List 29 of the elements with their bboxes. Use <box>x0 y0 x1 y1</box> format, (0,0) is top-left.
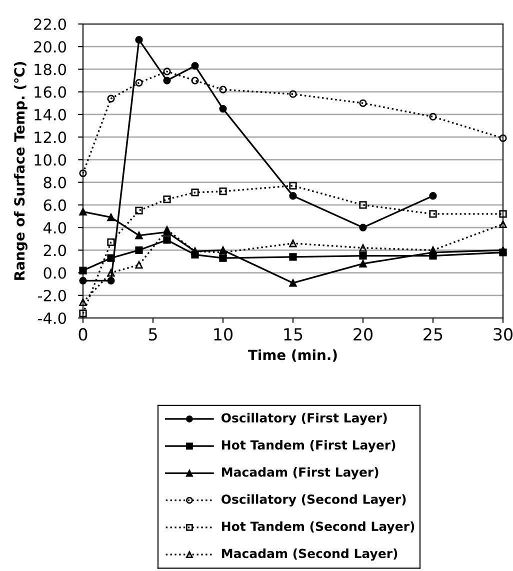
legend-label: Oscillatory (Second Layer) <box>222 494 406 506</box>
legend-label: Macadam (First Layer) <box>222 467 378 480</box>
y-tick-label: 2.0 <box>44 244 66 256</box>
y-tick-label: 4.0 <box>43 222 66 234</box>
legend-label: Oscillatory (First Layer) <box>222 412 387 426</box>
legend-label: Hot Tandem (First Layer) <box>222 440 396 452</box>
y-axis-title: Range of Surface Temp. (℃) <box>14 62 28 280</box>
y-tick-label: -4.0 <box>38 312 66 324</box>
y-tick-label: 12.0 <box>34 132 66 144</box>
x-tick-label: 15 <box>284 328 302 341</box>
x-axis-title: Time (min.) <box>248 349 337 362</box>
legend-label: Macadam (Second Layer) <box>222 548 398 561</box>
y-tick-label: -2.0 <box>38 290 66 302</box>
x-tick-label: 30 <box>494 328 512 341</box>
y-tick-label: 16.0 <box>34 86 66 98</box>
legend-label: Hot Tandem (Second Layer) <box>222 521 414 534</box>
y-tick-label: 6.0 <box>44 199 66 211</box>
y-tick-label: 14.0 <box>34 108 66 120</box>
y-tick-label: 10.0 <box>34 154 66 166</box>
x-tick-label: 10 <box>214 328 232 341</box>
y-tick-label: 20.0 <box>34 41 66 53</box>
y-tick-label: 8.0 <box>44 176 66 188</box>
x-tick-label: 25 <box>424 328 442 341</box>
x-tick-label: 5 <box>148 328 157 341</box>
x-tick-label: 20 <box>354 328 372 341</box>
y-tick-label: 22.0 <box>34 18 66 30</box>
x-tick-label: 0 <box>78 328 88 341</box>
y-tick-label: 0.0 <box>44 267 66 279</box>
y-tick-label: 18.0 <box>34 64 66 76</box>
